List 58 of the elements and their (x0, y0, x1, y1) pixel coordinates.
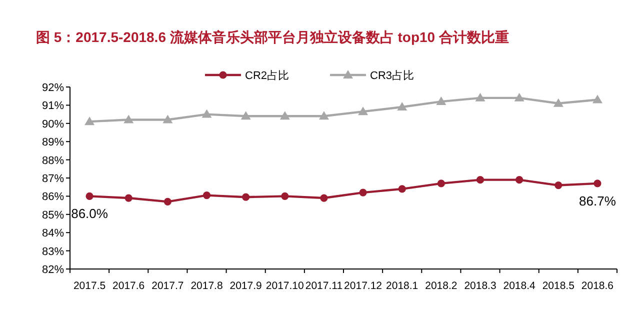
x-tick-label: 2018.5 (542, 280, 575, 292)
point (359, 188, 367, 196)
x-tick-label: 2018.2 (425, 280, 458, 292)
point (124, 194, 132, 202)
point (594, 180, 602, 188)
point (554, 181, 562, 190)
point (242, 193, 250, 201)
point (476, 176, 484, 184)
point (320, 194, 328, 202)
point (514, 92, 524, 102)
data-label: 86.7% (579, 193, 616, 208)
chart-title: 图 5：2017.5-2018.6 流媒体音乐头部平台月独立设备数占 top10 合计数比重 (36, 29, 509, 45)
y-tick-label: 83% (42, 246, 64, 258)
point (280, 111, 290, 120)
point (240, 111, 251, 120)
point (553, 98, 564, 107)
point (398, 185, 406, 193)
x-tick-label: 2018.3 (464, 280, 496, 292)
point (516, 176, 524, 184)
x-tick-label: 2017.10 (266, 280, 304, 292)
y-tick-label: 85% (42, 209, 64, 222)
point (592, 94, 602, 104)
point (436, 96, 446, 106)
x-tick-label: 2017.12 (344, 280, 382, 292)
point (124, 114, 134, 124)
point (318, 111, 329, 120)
y-tick-label: 91% (42, 100, 64, 112)
y-tick-label: 84% (42, 228, 64, 240)
legend-label: CR2占比 (245, 69, 290, 82)
y-tick-label: 89% (42, 136, 64, 149)
x-tick-label: 2018.6 (581, 280, 614, 292)
point (162, 114, 173, 124)
x-tick-label: 2017.9 (230, 280, 262, 292)
point (358, 106, 368, 116)
point (202, 109, 212, 118)
x-tick-label: 2017.8 (190, 280, 223, 292)
x-tick-label: 2018.4 (503, 280, 536, 292)
x-tick-label: 2017.6 (112, 280, 145, 292)
point (164, 198, 172, 206)
y-tick-label: 86% (42, 191, 64, 204)
y-tick-label: 92% (42, 82, 64, 94)
x-tick-label: 2017.5 (73, 280, 106, 292)
point (281, 192, 289, 200)
y-tick-label: 90% (42, 118, 64, 130)
y-tick-label: 87% (42, 173, 64, 185)
x-tick-label: 2017.11 (305, 280, 343, 292)
point (86, 192, 94, 200)
x-tick-label: 2017.7 (152, 280, 184, 292)
y-tick-label: 82% (42, 264, 64, 276)
point (84, 116, 95, 126)
legend-label: CR3占比 (370, 69, 414, 82)
point (397, 102, 408, 111)
x-tick-label: 2018.1 (386, 280, 418, 292)
point (475, 92, 486, 102)
y-tick-label: 88% (42, 154, 64, 167)
data-label: 86.0% (71, 206, 108, 222)
point (437, 180, 445, 188)
point (202, 191, 211, 200)
